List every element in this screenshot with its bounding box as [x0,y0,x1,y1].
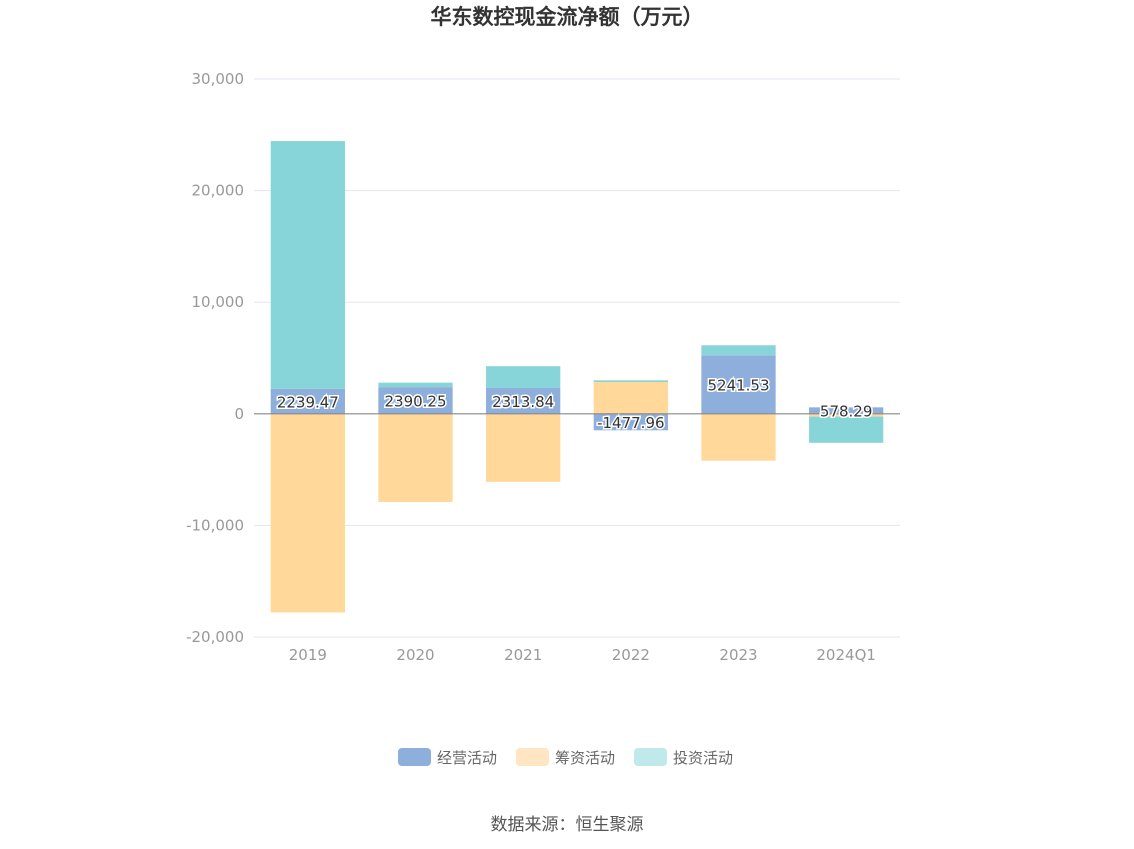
data-label: 5241.53 [707,377,769,395]
bar-2024Q1-series-2 [809,416,884,443]
bar-2022-series-1 [593,381,668,414]
bar-2019-series-0 [270,388,345,414]
x-axis: 2019 2020 2021 2022 2023 2024Q1 [289,646,876,664]
grid-lines [254,78,900,638]
bar-2022-series-0 [593,413,668,431]
data-label: 578.29 [820,403,873,421]
x-tick-label: 2024Q1 [816,646,876,664]
x-tick-label: 2020 [396,646,434,664]
y-tick-label: 10,000 [192,293,245,311]
legend-swatch [516,748,549,766]
bar-2022-series-2 [593,380,668,382]
bar-2021-series-2 [486,366,561,388]
bar-2024Q1-series-0 [809,407,884,414]
y-tick-label: 20,000 [192,182,245,200]
bar-2021-series-1 [486,413,561,482]
y-tick-label: -20,000 [186,628,244,646]
bar-2020-series-2 [378,382,453,388]
data-label: 2239.47 [277,393,339,411]
data-label: -1477.96 [597,414,664,432]
x-tick-label: 2019 [289,646,327,664]
bar-2023-series-2 [701,345,776,356]
legend-label: 经营活动 [437,749,497,767]
y-axis: 30,000 20,000 10,000 0 -10,000 -20,000 [186,70,244,646]
legend: 经营活动 筹资活动 投资活动 [398,748,733,767]
legend-label: 投资活动 [673,749,733,767]
bar-2023-series-1 [701,413,776,461]
bar-2024Q1-series-1 [809,413,884,417]
y-tick-label: -10,000 [186,516,244,534]
legend-swatch [634,748,667,766]
y-tick-label: 30,000 [192,70,245,88]
legend-label: 筹资活动 [555,749,615,767]
chart-title: 华东数控现金流净额（万元） [431,5,704,29]
bar-2020-series-0 [378,387,453,414]
legend-swatch [398,748,431,766]
bar-2020-series-1 [378,413,453,502]
x-tick-label: 2021 [504,646,542,664]
data-label: 2390.25 [384,392,446,410]
bar-2021-series-0 [486,387,561,414]
bar-2019-series-1 [270,413,345,613]
x-tick-label: 2022 [612,646,650,664]
bar-2019-series-2 [270,141,345,389]
x-tick-label: 2023 [719,646,757,664]
data-label: 2313.84 [492,393,554,411]
bars [270,141,884,613]
data-labels: 2239.47 2390.25 2313.84 -1477.96 5241.53 578.… [275,375,874,433]
source-note: 数据来源：恒生聚源 [491,815,644,835]
bar-2023-series-0 [701,355,776,414]
y-tick-label: 0 [234,405,244,423]
